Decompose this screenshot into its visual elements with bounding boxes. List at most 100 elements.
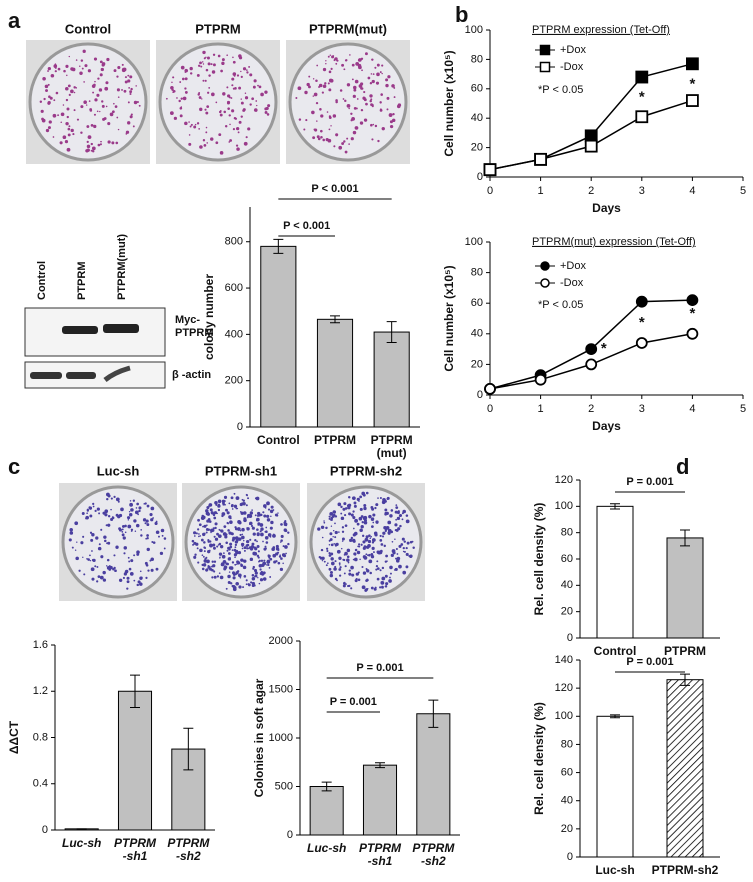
colony <box>211 528 215 532</box>
colony <box>338 556 342 560</box>
colony <box>120 507 124 512</box>
colony <box>403 540 406 543</box>
colony <box>203 550 206 553</box>
colony <box>243 575 247 578</box>
colony <box>213 570 216 573</box>
marker <box>483 163 497 177</box>
colony <box>235 581 239 586</box>
colony <box>389 572 392 575</box>
x-tick-label: 4 <box>689 403 695 415</box>
colony <box>104 539 107 543</box>
x-tick-label: 0 <box>487 403 493 415</box>
marker <box>635 110 649 124</box>
colony <box>146 504 150 508</box>
colony <box>201 554 204 557</box>
annotation: *P < 0.05 <box>538 299 583 311</box>
colony <box>126 516 131 520</box>
colony <box>203 524 207 528</box>
colony <box>207 565 211 569</box>
colony <box>264 90 268 94</box>
colony <box>221 58 225 62</box>
colony <box>226 521 229 525</box>
colony <box>85 517 87 520</box>
colony <box>251 526 255 530</box>
marker <box>484 382 496 395</box>
colony <box>201 567 205 571</box>
colony <box>135 507 138 509</box>
colony <box>348 512 352 516</box>
colony <box>205 131 208 134</box>
colony <box>377 139 380 143</box>
colony <box>320 525 325 530</box>
colony <box>132 499 136 502</box>
colony <box>266 560 270 564</box>
colony <box>188 121 190 123</box>
colony <box>143 503 146 505</box>
colony <box>370 552 374 556</box>
colony <box>361 534 365 538</box>
colony <box>62 104 65 106</box>
colony <box>124 76 127 79</box>
x-tick-label: Control <box>594 644 637 658</box>
colony <box>326 111 329 113</box>
colony <box>236 549 238 552</box>
colony <box>355 577 358 581</box>
y-tick-label: 20 <box>561 823 573 835</box>
colony <box>368 534 371 537</box>
colony <box>245 136 248 139</box>
colony <box>256 514 260 517</box>
colony <box>251 576 256 581</box>
colony <box>361 69 363 72</box>
colony <box>249 538 252 541</box>
colony <box>312 95 315 97</box>
colony <box>242 67 247 71</box>
colony <box>334 560 337 563</box>
colony <box>262 511 265 514</box>
colony <box>228 566 233 570</box>
colony <box>236 560 240 564</box>
colony <box>90 142 94 146</box>
colony <box>128 86 131 89</box>
colony <box>365 553 368 556</box>
colony <box>203 546 206 549</box>
colony <box>395 547 398 551</box>
colony <box>325 60 327 62</box>
colony <box>80 541 84 545</box>
colony <box>388 579 392 583</box>
colony <box>115 497 120 502</box>
colony <box>172 91 175 94</box>
x-tick-label: PTPRM-sh2 <box>412 841 455 868</box>
colony <box>342 98 345 100</box>
colony <box>315 101 319 105</box>
colony <box>111 516 115 520</box>
y-tick-label: 0 <box>42 824 48 836</box>
colony <box>348 584 351 588</box>
colony <box>209 508 213 512</box>
colony <box>101 62 106 66</box>
colony <box>68 125 71 128</box>
colony <box>362 571 367 575</box>
colony <box>117 500 120 503</box>
colony <box>68 538 72 542</box>
colony <box>206 512 210 516</box>
colony <box>320 135 323 139</box>
x-tick-label: 3 <box>639 403 645 415</box>
colony <box>360 515 364 518</box>
colony <box>370 506 374 509</box>
colony <box>405 565 409 569</box>
colony <box>60 112 65 117</box>
colony <box>205 509 209 513</box>
colony <box>129 115 133 119</box>
colony <box>325 564 328 567</box>
colony <box>127 101 130 104</box>
colony <box>263 514 267 518</box>
y-tick-label: 400 <box>225 328 243 340</box>
colony <box>251 542 255 546</box>
colony <box>126 576 130 580</box>
colony <box>41 117 44 121</box>
colony <box>151 541 154 544</box>
annotation: * <box>601 340 607 357</box>
colony <box>260 92 264 97</box>
colony <box>169 111 174 115</box>
colony <box>227 107 230 111</box>
